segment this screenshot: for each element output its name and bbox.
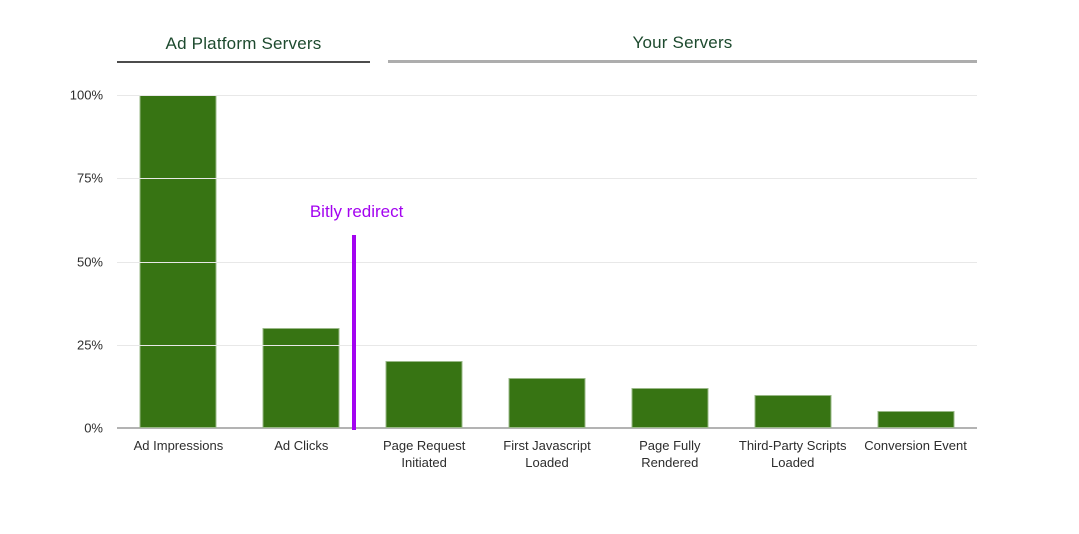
x-axis-line <box>117 427 977 429</box>
bitly-redirect-line <box>352 234 357 430</box>
group-header-label: Your Servers <box>632 33 733 52</box>
group-header-label: Ad Platform Servers <box>165 34 322 53</box>
x-axis-category-label: Ad Impressions <box>133 438 224 453</box>
plot-area: Ad Impressions Ad Clicks Page Request Init… <box>70 88 977 470</box>
group-header-ad-platform-servers: Ad Platform Servers <box>117 34 370 63</box>
bar <box>631 388 709 428</box>
x-axis-category-label: Ad Clicks <box>274 438 329 453</box>
bar-column: Third-Party Scripts Loaded <box>731 95 854 470</box>
bar-column: Page Fully Rendered <box>608 95 731 470</box>
y-axis-tick-label: 50% <box>76 254 103 269</box>
gridline <box>117 178 977 180</box>
x-axis-category-label: Conversion Event <box>864 438 967 453</box>
bar <box>385 361 463 428</box>
bar <box>508 378 586 428</box>
y-axis-tick-label: 25% <box>76 337 103 353</box>
y-axis-tick-label: 0% <box>84 420 103 436</box>
group-headers: Ad Platform Servers Your Servers <box>117 0 977 63</box>
x-axis-category-label: Page Fully Rendered <box>639 438 701 470</box>
bar-column: Page Request Initiated <box>363 95 486 470</box>
x-axis-category-label: Third-Party Scripts Loaded <box>738 438 847 470</box>
bitly-redirect-label: Bitly redirect <box>309 201 404 221</box>
bar <box>262 328 340 428</box>
x-axis-category-label: Page Request Initiated <box>382 438 466 470</box>
bar <box>877 411 955 428</box>
gridline <box>117 261 977 263</box>
group-header-your-servers: Your Servers <box>388 33 977 63</box>
y-axis-tick-label: 75% <box>76 170 103 186</box>
gridline <box>117 344 977 346</box>
x-axis-category-label: First Javascript Loaded <box>503 438 591 470</box>
bar-column: First Javascript Loaded <box>486 95 609 470</box>
bar <box>754 394 832 428</box>
gridline <box>117 95 977 96</box>
bar-column: Conversion Event <box>854 95 977 453</box>
y-axis-tick-label: 100% <box>69 87 103 103</box>
